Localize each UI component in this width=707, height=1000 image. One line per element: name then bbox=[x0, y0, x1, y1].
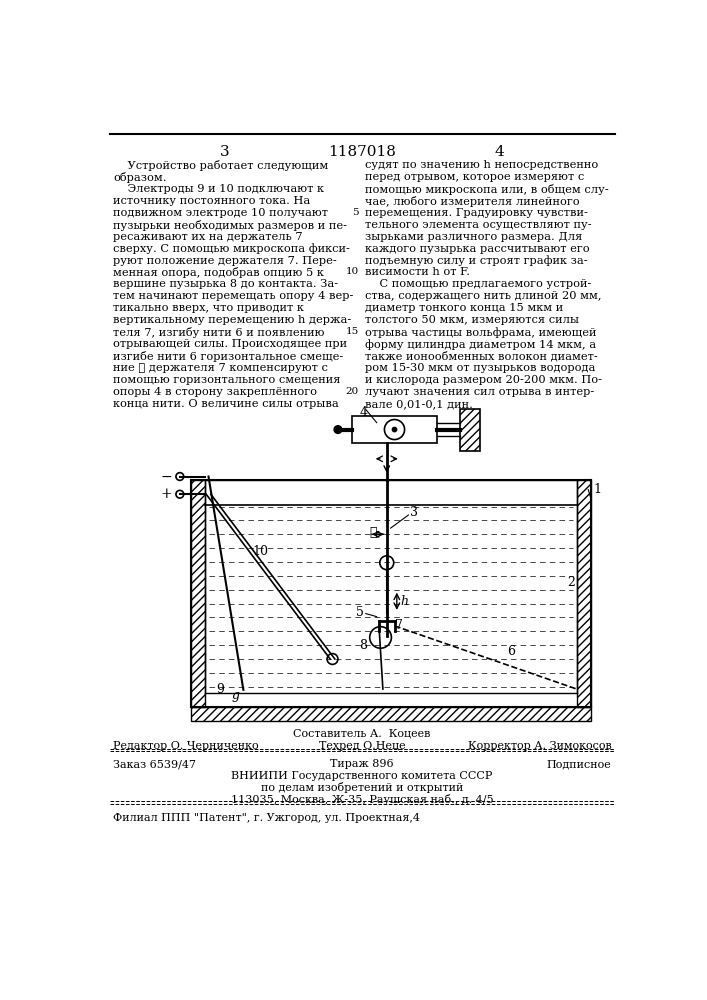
Text: чае, любого измерителя линейного: чае, любого измерителя линейного bbox=[365, 196, 580, 207]
Text: зырьками различного размера. Для: зырьками различного размера. Для bbox=[365, 232, 583, 242]
Circle shape bbox=[334, 426, 341, 433]
Text: Редактор О. Черниченко: Редактор О. Черниченко bbox=[113, 741, 259, 751]
Text: ства, содержащего нить длиной 20 мм,: ства, содержащего нить длиной 20 мм, bbox=[365, 291, 602, 301]
Circle shape bbox=[392, 427, 397, 432]
Text: образом.: образом. bbox=[113, 172, 167, 183]
Text: Подписное: Подписное bbox=[547, 759, 612, 769]
Text: Заказ 6539/47: Заказ 6539/47 bbox=[113, 759, 196, 769]
Text: 5: 5 bbox=[352, 208, 359, 217]
Text: +: + bbox=[160, 487, 172, 501]
Circle shape bbox=[380, 556, 394, 570]
Text: пузырьки необходимых размеров и пе-: пузырьки необходимых размеров и пе- bbox=[113, 220, 347, 231]
Text: сверху. С помощью микроскопа фикси-: сверху. С помощью микроскопа фикси- bbox=[113, 244, 350, 254]
Text: ℓ: ℓ bbox=[369, 526, 377, 539]
Text: конца нити. О величине силы отрыва: конца нити. О величине силы отрыва bbox=[113, 399, 339, 409]
Text: 4: 4 bbox=[359, 406, 368, 419]
Text: лучают значения сил отрыва в интер-: лучают значения сил отрыва в интер- bbox=[365, 387, 595, 397]
Text: теля 7, изгибу нити 6 и появлению: теля 7, изгибу нити 6 и появлению bbox=[113, 327, 325, 338]
Text: 20: 20 bbox=[346, 387, 359, 396]
Circle shape bbox=[327, 654, 338, 664]
Text: по делам изобретений и открытий: по делам изобретений и открытий bbox=[261, 782, 463, 793]
Text: руют положение держателя 7. Пере-: руют положение держателя 7. Пере- bbox=[113, 256, 337, 266]
Text: ресаживают их на держатель 7: ресаживают их на держатель 7 bbox=[113, 232, 303, 242]
Text: толстого 50 мкм, измеряются силы: толстого 50 мкм, измеряются силы bbox=[365, 315, 579, 325]
Text: вершине пузырька 8 до контакта. За-: вершине пузырька 8 до контакта. За- bbox=[113, 279, 339, 289]
Text: 2: 2 bbox=[567, 576, 575, 588]
Circle shape bbox=[385, 420, 404, 440]
Text: и кислорода размером 20-200 мкм. По-: и кислорода размером 20-200 мкм. По- bbox=[365, 375, 602, 385]
Text: 6: 6 bbox=[507, 645, 515, 658]
Text: перед отрывом, которое измеряют с: перед отрывом, которое измеряют с bbox=[365, 172, 584, 182]
Text: помощью горизонтального смещения: помощью горизонтального смещения bbox=[113, 375, 341, 385]
Text: 7: 7 bbox=[395, 619, 402, 632]
Text: 1187018: 1187018 bbox=[328, 145, 396, 159]
Text: Техред О.Неце: Техред О.Неце bbox=[319, 741, 405, 751]
Text: помощью микроскопа или, в общем слу-: помощью микроскопа или, в общем слу- bbox=[365, 184, 609, 195]
Text: вертикальному перемещению h держа-: вертикальному перемещению h держа- bbox=[113, 315, 351, 325]
Text: тикально вверх, что приводит к: тикально вверх, что приводит к bbox=[113, 303, 304, 313]
Text: 3: 3 bbox=[410, 506, 418, 519]
Text: каждого пузырька рассчитывают его: каждого пузырька рассчитывают его bbox=[365, 244, 590, 254]
Text: Устройство работает следующим: Устройство работает следующим bbox=[113, 160, 329, 171]
Text: подъемную силу и строят график за-: подъемную силу и строят график за- bbox=[365, 256, 588, 266]
Text: 113035, Москва, Ж-35, Раушская наб., д. 4/5: 113035, Москва, Ж-35, Раушская наб., д. … bbox=[230, 794, 493, 805]
Bar bbox=[460, 409, 480, 451]
Text: менная опора, подобрав опцию 5 к: менная опора, подобрав опцию 5 к bbox=[113, 267, 324, 278]
Text: Электроды 9 и 10 подключают к: Электроды 9 и 10 подключают к bbox=[113, 184, 325, 194]
Text: судят по значению h непосредственно: судят по значению h непосредственно bbox=[365, 160, 598, 170]
Bar bbox=[191, 480, 204, 707]
Text: g: g bbox=[232, 689, 240, 702]
Text: ром 15-30 мкм от пузырьков водорода: ром 15-30 мкм от пузырьков водорода bbox=[365, 363, 595, 373]
Text: вале 0,01-0,1 дин.: вале 0,01-0,1 дин. bbox=[365, 399, 473, 409]
Bar bbox=[352, 416, 437, 443]
Text: Филиал ППП "Патент", г. Ужгород, ул. Проектная,4: Филиал ППП "Патент", г. Ужгород, ул. Про… bbox=[113, 813, 420, 823]
Text: Тираж 896: Тираж 896 bbox=[330, 759, 394, 769]
Text: 4: 4 bbox=[494, 145, 504, 159]
Text: ние ℓ держателя 7 компенсируют с: ние ℓ держателя 7 компенсируют с bbox=[113, 363, 328, 373]
Text: 10: 10 bbox=[346, 267, 359, 276]
Text: опоры 4 в сторону закреплённого: опоры 4 в сторону закреплённого bbox=[113, 387, 317, 397]
Circle shape bbox=[370, 627, 392, 648]
Text: 8: 8 bbox=[359, 639, 368, 652]
Text: 9: 9 bbox=[216, 683, 224, 696]
Text: также ионообменных волокон диамет-: также ионообменных волокон диамет- bbox=[365, 351, 598, 362]
Text: 3: 3 bbox=[220, 145, 230, 159]
Text: Составитель А.  Коцеев: Составитель А. Коцеев bbox=[293, 728, 431, 738]
Text: h: h bbox=[401, 595, 409, 608]
Text: 15: 15 bbox=[346, 327, 359, 336]
Text: −: − bbox=[160, 470, 172, 484]
Text: 1: 1 bbox=[594, 483, 602, 496]
Bar bbox=[577, 480, 590, 707]
Text: 10: 10 bbox=[252, 545, 269, 558]
Text: С помощью предлагаемого устрой-: С помощью предлагаемого устрой- bbox=[365, 279, 592, 289]
Text: 5: 5 bbox=[356, 606, 363, 619]
Text: подвижном электроде 10 получают: подвижном электроде 10 получают bbox=[113, 208, 328, 218]
Text: диаметр тонкого конца 15 мкм и: диаметр тонкого конца 15 мкм и bbox=[365, 303, 563, 313]
Text: тельного элемента осуществляют пу-: тельного элемента осуществляют пу- bbox=[365, 220, 592, 230]
Text: Корректор А. Зимокосов: Корректор А. Зимокосов bbox=[468, 741, 612, 751]
Circle shape bbox=[176, 473, 184, 480]
Text: источнику постоянного тока. На: источнику постоянного тока. На bbox=[113, 196, 310, 206]
Text: висимости h от F.: висимости h от F. bbox=[365, 267, 470, 277]
Text: изгибе нити 6 горизонтальное смеще-: изгибе нити 6 горизонтальное смеще- bbox=[113, 351, 344, 362]
Text: тем начинают перемещать опору 4 вер-: тем начинают перемещать опору 4 вер- bbox=[113, 291, 354, 301]
Text: отрывающей силы. Происходящее при: отрывающей силы. Происходящее при bbox=[113, 339, 347, 349]
Circle shape bbox=[176, 490, 184, 498]
Text: ВНИИПИ Государственного комитета СССР: ВНИИПИ Государственного комитета СССР bbox=[231, 771, 493, 781]
Text: форму цилиндра диаметром 14 мкм, а: форму цилиндра диаметром 14 мкм, а bbox=[365, 339, 596, 350]
Bar bbox=[191, 707, 590, 721]
Text: перемещения. Градуировку чувстви-: перемещения. Градуировку чувстви- bbox=[365, 208, 588, 218]
Text: отрыва частицы вольфрама, имеющей: отрыва частицы вольфрама, имеющей bbox=[365, 327, 597, 338]
